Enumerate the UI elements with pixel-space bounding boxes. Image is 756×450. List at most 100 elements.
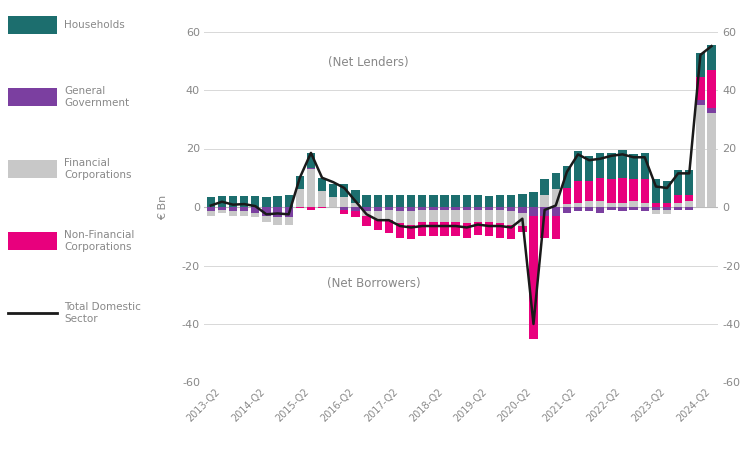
Bar: [362, 212, 370, 216]
Bar: [240, 212, 249, 216]
Bar: [685, 171, 693, 195]
Bar: [708, 113, 716, 207]
Bar: [507, 207, 516, 211]
Bar: [407, 195, 415, 207]
Bar: [640, 179, 649, 203]
Bar: [474, 210, 482, 222]
Bar: [585, 207, 593, 211]
Bar: [407, 207, 415, 211]
Bar: [585, 181, 593, 201]
Bar: [340, 207, 349, 210]
Bar: [318, 207, 327, 208]
Bar: [318, 178, 327, 191]
Text: (Net Borrowers): (Net Borrowers): [327, 277, 420, 290]
Bar: [240, 196, 249, 207]
Bar: [618, 178, 627, 202]
Bar: [463, 207, 471, 210]
Bar: [274, 196, 282, 207]
Bar: [618, 207, 627, 211]
Bar: [296, 189, 304, 207]
Bar: [685, 195, 693, 201]
Bar: [474, 195, 482, 207]
Bar: [307, 207, 315, 210]
Bar: [596, 207, 605, 213]
Bar: [396, 212, 404, 223]
Bar: [474, 222, 482, 235]
Text: General
Government: General Government: [64, 86, 129, 108]
Bar: [262, 197, 271, 207]
Bar: [596, 153, 605, 178]
Bar: [496, 195, 504, 207]
Bar: [463, 195, 471, 207]
Bar: [206, 197, 215, 207]
Bar: [541, 207, 549, 216]
Bar: [485, 196, 493, 207]
Bar: [652, 207, 660, 210]
Bar: [251, 207, 259, 213]
Bar: [251, 213, 259, 217]
Bar: [552, 173, 560, 189]
Text: (Net Lenders): (Net Lenders): [328, 56, 409, 69]
Bar: [518, 213, 526, 226]
Bar: [529, 207, 538, 216]
Bar: [373, 212, 382, 220]
Bar: [596, 178, 605, 201]
Bar: [674, 207, 683, 210]
Bar: [429, 195, 438, 207]
Bar: [274, 207, 282, 217]
Bar: [507, 195, 516, 207]
Bar: [218, 210, 226, 213]
Bar: [652, 210, 660, 214]
Bar: [284, 195, 293, 207]
Bar: [552, 216, 560, 239]
Bar: [373, 195, 382, 207]
Bar: [307, 153, 315, 167]
Bar: [418, 210, 426, 222]
Bar: [663, 181, 671, 202]
Bar: [630, 154, 638, 179]
Bar: [362, 207, 370, 211]
Text: Households: Households: [64, 20, 125, 30]
Bar: [541, 179, 549, 195]
Bar: [552, 207, 560, 216]
Bar: [485, 222, 493, 236]
Bar: [562, 207, 571, 213]
Bar: [696, 100, 705, 105]
Bar: [630, 201, 638, 207]
Bar: [541, 216, 549, 238]
Bar: [529, 193, 538, 207]
Bar: [685, 201, 693, 207]
Bar: [552, 189, 560, 207]
Bar: [418, 222, 426, 236]
Bar: [652, 202, 660, 207]
Bar: [607, 207, 615, 210]
Bar: [663, 210, 671, 214]
Bar: [251, 196, 259, 207]
Bar: [429, 207, 438, 210]
Bar: [518, 207, 526, 213]
Bar: [463, 210, 471, 223]
Bar: [474, 207, 482, 210]
Bar: [640, 202, 649, 207]
Bar: [284, 207, 293, 217]
Bar: [440, 195, 448, 207]
Bar: [607, 179, 615, 203]
Bar: [507, 225, 516, 239]
Bar: [663, 202, 671, 207]
Bar: [340, 197, 349, 207]
Bar: [407, 212, 415, 225]
Bar: [329, 184, 337, 197]
Bar: [663, 207, 671, 210]
Bar: [229, 212, 237, 216]
Bar: [362, 216, 370, 226]
Bar: [618, 202, 627, 207]
Bar: [451, 222, 460, 236]
Bar: [696, 105, 705, 207]
Bar: [562, 166, 571, 188]
Bar: [318, 191, 327, 207]
Bar: [307, 169, 315, 207]
Bar: [352, 190, 360, 202]
Bar: [385, 207, 393, 210]
Text: € Bn: € Bn: [158, 194, 168, 220]
Bar: [463, 223, 471, 238]
